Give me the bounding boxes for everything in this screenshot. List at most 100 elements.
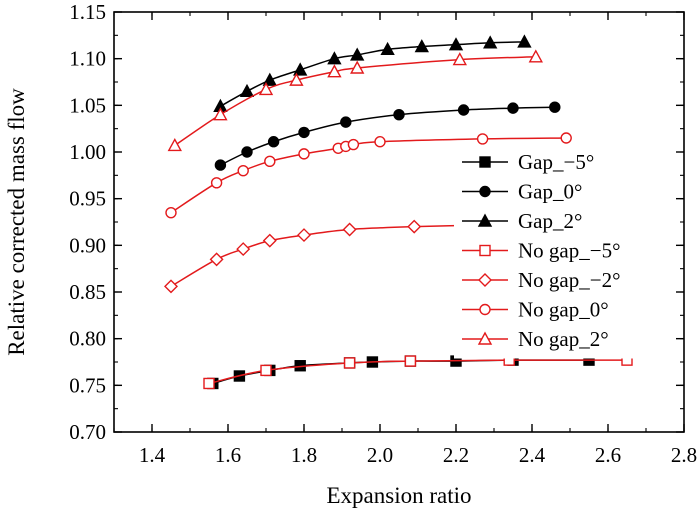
y-tick-label: 0.75 [69, 373, 106, 397]
data-point [237, 164, 249, 177]
data-point [414, 39, 429, 53]
data-point [258, 82, 274, 96]
data-point [404, 355, 417, 367]
x-tick-label: 2.6 [595, 443, 621, 467]
data-point [343, 357, 356, 369]
data-point [350, 47, 365, 61]
data-point [214, 159, 227, 171]
series-line [220, 41, 525, 107]
y-tick-label: 0.95 [69, 187, 106, 211]
legend-label: Gap_0° [518, 180, 582, 204]
legend-label: No gap_2° [518, 327, 609, 351]
data-point [457, 104, 470, 116]
data-point [483, 35, 498, 49]
legend-label: Gap_−5° [518, 150, 594, 174]
data-point [241, 146, 253, 158]
data-point [297, 228, 311, 243]
y-tick-label: 0.85 [69, 280, 106, 304]
legend-marker [479, 185, 491, 198]
data-point [298, 148, 310, 160]
legend-entry: Gap_−5° [462, 150, 594, 174]
data-point [549, 101, 561, 113]
y-tick-label: 1.10 [69, 47, 106, 71]
data-point [507, 102, 519, 114]
data-point [262, 233, 277, 248]
data-point [236, 242, 251, 257]
series-layer [164, 34, 633, 390]
data-point [267, 136, 280, 148]
data-point [517, 34, 532, 48]
legend-entry: No gap_−5° [462, 239, 620, 263]
tick-labels: 1.4 1.6 1.8 2.0 2.2 2.4 2.6 2.8 0.70 0.75 0.80 0.85… [69, 0, 697, 467]
data-point [448, 37, 464, 51]
y-tick-label: 0.90 [69, 233, 106, 257]
data-point [327, 64, 342, 78]
series-line [170, 224, 498, 288]
data-point [374, 136, 386, 148]
data-point [342, 222, 357, 237]
data-point [209, 252, 224, 267]
legend-entry: Gap_2° [462, 209, 582, 233]
data-point [393, 108, 405, 121]
x-tick-label: 1.6 [215, 443, 241, 467]
data-point [560, 132, 572, 144]
y-tick-label: 1.05 [69, 93, 106, 117]
x-axis-label: Expansion ratio [327, 483, 472, 508]
legend-marker [479, 156, 491, 168]
legend-label: No gap_0° [518, 298, 609, 322]
data-point [407, 219, 422, 234]
y-tick-label: 0.70 [69, 420, 106, 444]
legend-label: No gap_−5° [518, 239, 620, 263]
x-tick-label: 2.4 [519, 443, 546, 467]
legend-marker [478, 273, 492, 287]
data-point [262, 72, 277, 86]
data-point [293, 62, 308, 76]
data-point [476, 133, 489, 145]
x-tick-label: 2.2 [443, 443, 469, 467]
data-point [165, 206, 177, 219]
data-point [203, 377, 215, 390]
x-tick-label: 2.8 [671, 443, 697, 467]
legend-label: No gap_−2° [518, 268, 620, 292]
x-tick-label: 1.4 [139, 443, 166, 467]
legend-marker [477, 331, 493, 345]
series-2 [213, 34, 532, 112]
data-point [167, 138, 182, 152]
legend-label: Gap_2° [518, 209, 582, 233]
data-point [164, 279, 178, 294]
legend-entry: No gap_0° [462, 298, 609, 322]
legend-entry: Gap_0° [462, 180, 582, 204]
series-1 [214, 101, 561, 171]
series-4 [164, 217, 505, 294]
data-point [350, 60, 365, 74]
data-point [239, 83, 255, 98]
data-point [264, 155, 276, 168]
legend-entry: No gap_2° [462, 327, 609, 351]
legend: Gap_−5° Gap_0° Gap_2° No gap_−5° No gap_−2° N… [454, 146, 654, 359]
data-point [289, 72, 304, 86]
data-point [452, 52, 467, 66]
data-point [213, 107, 228, 121]
data-point [210, 177, 223, 189]
data-point [380, 41, 395, 56]
data-point [340, 116, 352, 128]
series-3 [203, 354, 633, 390]
y-tick-label: 1.15 [69, 0, 106, 24]
data-point [347, 138, 360, 151]
series-5 [165, 132, 572, 219]
y-tick-label: 1.00 [69, 140, 106, 164]
data-point [528, 49, 543, 63]
legend-marker [477, 213, 493, 227]
data-point [298, 126, 310, 139]
data-point [260, 364, 272, 377]
data-point [327, 51, 342, 65]
y-tick-label: 0.80 [69, 327, 106, 351]
x-tick-label: 1.8 [291, 443, 317, 467]
legend-marker [479, 303, 491, 316]
plot-frame [113, 11, 685, 433]
series-6 [167, 49, 543, 152]
legend-marker [479, 244, 491, 257]
x-tick-label: 2.0 [367, 443, 393, 467]
y-axis-label: Relative corrected mass flow [4, 88, 29, 356]
